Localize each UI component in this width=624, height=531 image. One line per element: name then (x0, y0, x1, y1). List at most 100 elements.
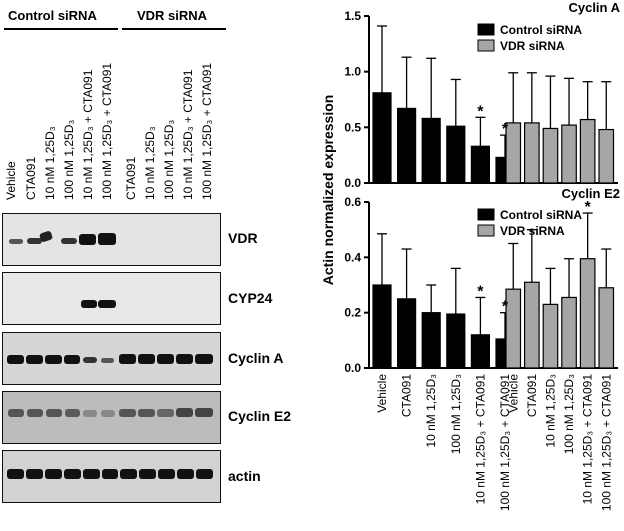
band (83, 357, 97, 363)
header-underline-control (4, 28, 118, 30)
band (7, 469, 24, 479)
header-vdr-sirna: VDR siRNA (137, 8, 208, 23)
y-tick-label: 0.6 (344, 195, 361, 209)
bar (421, 117, 441, 184)
band (45, 355, 62, 364)
bar (598, 287, 615, 369)
x-tick-label: 100 nM 1,25D₃ (449, 374, 463, 454)
band (139, 469, 156, 479)
blot-label-cyclin-a: Cyclin A (228, 350, 284, 366)
chart-title: Cyclin A (568, 0, 620, 15)
bar (598, 128, 615, 184)
bar (470, 334, 490, 369)
band (79, 234, 96, 245)
bar (505, 288, 522, 369)
band (138, 409, 155, 417)
blot-panel-cyp24 (2, 272, 221, 325)
band (138, 354, 155, 364)
bar (579, 118, 596, 184)
x-tick-label: 10 nM 1,25D₃ + CTA091 (473, 374, 487, 505)
x-tick-label: 10 nM 1,25D₃ (543, 374, 557, 448)
y-tick-label: 0.4 (344, 250, 361, 264)
band (83, 410, 97, 417)
band (119, 354, 136, 364)
band (98, 300, 116, 308)
band (45, 469, 62, 479)
band (9, 239, 23, 244)
blot-label-actin: actin (228, 468, 261, 484)
band (177, 469, 194, 479)
band (195, 408, 213, 417)
significance-star: * (477, 103, 484, 120)
blot-label-cyclin-e2: Cyclin E2 (228, 408, 292, 424)
band (27, 409, 43, 417)
legend-label: VDR siRNA (500, 224, 565, 238)
band (102, 469, 118, 479)
band (27, 238, 42, 244)
bar (523, 281, 540, 369)
x-tick-label: Vehicle (506, 374, 520, 413)
y-tick-label: 0.5 (344, 120, 361, 134)
band (176, 354, 193, 364)
blot-panel-vdr (2, 213, 221, 266)
bar (470, 145, 490, 184)
header-underline-vdr (122, 28, 226, 30)
legend-swatch (477, 208, 495, 221)
header-control-sirna: Control siRNA (8, 8, 97, 23)
bar (505, 122, 522, 184)
x-tick-label: 10 nM 1,25D₃ + CTA091 (581, 374, 595, 505)
band (120, 469, 137, 479)
bar (372, 92, 392, 184)
x-tick-label: 100 nM 1,25D₃ + CTA091 (498, 374, 512, 511)
band (7, 355, 24, 364)
bar (397, 298, 417, 369)
x-tick-label: 100 nM 1,25D₃ (562, 374, 576, 454)
x-tick-label: CTA091 (525, 374, 539, 417)
band (26, 355, 43, 364)
band (64, 469, 81, 479)
blot-panel-cyclin-e2 (2, 391, 221, 444)
bar (372, 284, 392, 369)
chart-panel (364, 201, 618, 369)
significance-star: * (502, 121, 509, 138)
bar (421, 312, 441, 369)
chart-panel (364, 15, 618, 184)
band (157, 409, 174, 417)
band (98, 233, 116, 245)
band (81, 300, 97, 308)
band (157, 354, 174, 364)
x-tick-label: CTA091 (400, 374, 414, 417)
blot-label-vdr: VDR (228, 230, 258, 246)
x-tick-label: 100 nM 1,25D₃ + CTA091 (599, 374, 613, 511)
band (26, 469, 43, 479)
blot-panel-cyclin-a (2, 332, 221, 385)
legend-swatch (477, 224, 495, 237)
band (195, 354, 213, 364)
band (46, 409, 62, 417)
bar (561, 124, 577, 184)
bar (542, 303, 559, 369)
band (65, 409, 80, 417)
significance-star: * (502, 299, 509, 316)
band (101, 410, 115, 417)
blot-label-cyp24: CYP24 (228, 290, 273, 306)
band (64, 355, 80, 364)
x-tick-label: Vehicle (375, 374, 389, 413)
bar (523, 122, 540, 184)
band (119, 409, 136, 417)
y-tick-label: 1.5 (344, 9, 361, 23)
bar (542, 127, 559, 184)
blot-panel-actin (2, 450, 221, 503)
band (196, 469, 213, 479)
y-tick-label: 0.0 (344, 361, 361, 375)
y-axis-label: Actin normalized expression (320, 95, 336, 286)
legend-swatch (477, 39, 495, 52)
band (8, 409, 24, 417)
bar (397, 107, 417, 184)
bar (446, 313, 466, 369)
band (61, 238, 77, 244)
legend-label: Control siRNA (500, 23, 582, 37)
bar (561, 296, 577, 369)
x-tick-label: 10 nM 1,25D₃ (424, 374, 438, 448)
